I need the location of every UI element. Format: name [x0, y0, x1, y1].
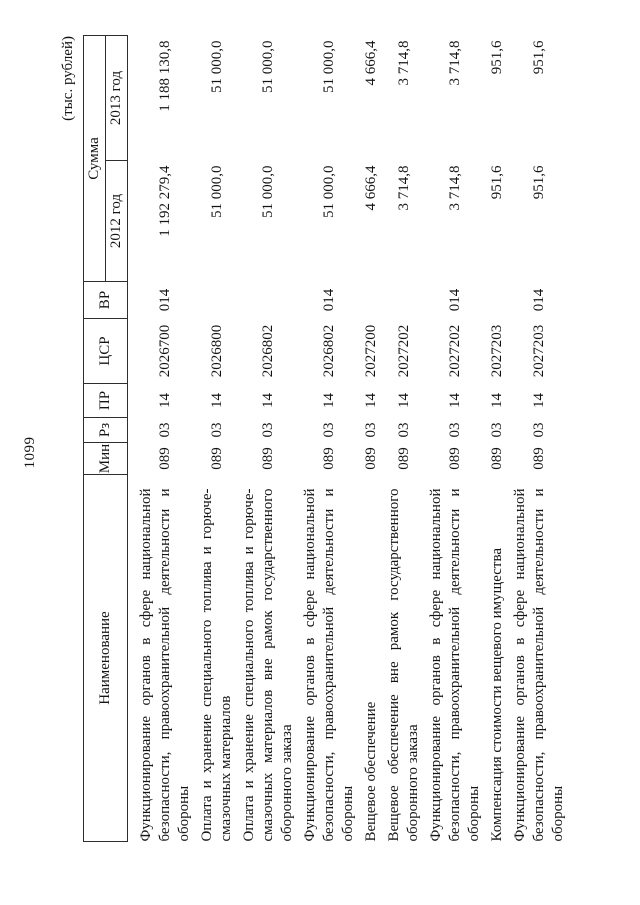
cell-csr-code: 2027203 — [489, 324, 505, 378]
cell-pr-code: 14 — [489, 393, 505, 408]
cell-rz-code: 03 — [208, 422, 225, 438]
cell-vr-code: 014 — [531, 288, 547, 312]
table-row: Оплата и хранение специального топлива и… — [194, 35, 236, 841]
page-number: 1099 — [22, 436, 38, 469]
cell-pr-code: 14 — [157, 393, 173, 408]
cell-pr-code: 14 — [260, 393, 276, 408]
cell-rz-code: 03 — [447, 422, 463, 438]
budget-table: Наименование Мин Рз ПР ЦСР ВР Сумма 2012… — [83, 35, 568, 842]
cell-amount-2012: 3 714,8 — [395, 165, 412, 211]
cell-name: Функционирование органов в сфере национа… — [138, 488, 192, 842]
cell-rz-code: 03 — [395, 422, 412, 438]
cell-min-code: 089 — [531, 447, 547, 470]
cell-amount-2013: 3 714,8 — [447, 40, 463, 86]
cell-name: Вещевое обеспечение вне рамок государств… — [386, 488, 421, 842]
col-header-vr: ВР — [83, 281, 128, 319]
cell-min-code: 089 — [395, 447, 412, 470]
cell-pr-code: 14 — [363, 393, 379, 408]
cell-amount-2013: 51 000,0 — [208, 40, 225, 93]
cell-amount-2012: 51 000,0 — [208, 165, 225, 219]
cell-name: Функционирование органов в сфере национа… — [428, 488, 482, 842]
col-header-min: Мин — [83, 442, 128, 475]
cell-rz-code: 03 — [489, 422, 505, 438]
cell-min-code: 089 — [489, 447, 505, 470]
col-header-year-2013: 2013 год — [105, 35, 128, 161]
cell-vr-code — [484, 282, 507, 319]
cell-amount-2013: 3 714,8 — [395, 40, 412, 86]
cell-name: Оплата и хранение специального топлива и… — [241, 488, 295, 842]
cell-amount-2013: 51 000,0 — [260, 40, 276, 93]
cell-pr-code: 14 — [395, 393, 412, 408]
cell-amount-2012: 51 000,0 — [321, 165, 337, 219]
col-header-csr: ЦСР — [83, 318, 128, 384]
cell-vr-code: 014 — [447, 288, 463, 312]
table-row: Оплата и хранение специального топлива и… — [236, 35, 297, 841]
cell-rz-code: 03 — [157, 422, 173, 438]
cell-csr-code: 2026802 — [321, 324, 337, 378]
cell-min-code: 089 — [447, 447, 463, 470]
table-header: Наименование Мин Рз ПР ЦСР ВР Сумма 2012… — [83, 35, 128, 842]
cell-min-code: 089 — [208, 447, 225, 470]
cell-rz-code: 03 — [531, 422, 547, 438]
table-row: Функционирование органов в сфере национа… — [128, 35, 195, 841]
table-row: Вещевое обеспечение 089 03 14 2027200 4 … — [358, 35, 381, 841]
cell-amount-2012: 1 192 279,4 — [157, 165, 173, 237]
cell-min-code: 089 — [157, 447, 173, 470]
cell-pr-code: 14 — [321, 393, 337, 408]
table-row: Функционирование органов в сфере национа… — [423, 35, 484, 841]
table-row: Функционирование органов в сфере национа… — [507, 35, 568, 841]
cell-name: Компенсация стоимости вещевого имущества — [489, 547, 505, 842]
cell-csr-code: 2027203 — [531, 324, 547, 378]
table-body: Функционирование органов в сфере национа… — [128, 35, 569, 841]
cell-amount-2012: 3 714,8 — [447, 165, 463, 211]
cell-amount-2012: 951,6 — [489, 165, 505, 200]
cell-vr-code — [358, 282, 381, 319]
cell-pr-code: 14 — [531, 393, 547, 408]
col-header-year-2012: 2012 год — [105, 160, 128, 282]
table-row: Функционирование органов в сфере национа… — [297, 35, 358, 841]
cell-vr-code — [236, 282, 297, 319]
cell-rz-code: 03 — [260, 422, 276, 438]
cell-amount-2012: 4 666,4 — [363, 165, 379, 211]
col-header-name: Наименование — [83, 474, 128, 842]
cell-min-code: 089 — [260, 447, 276, 470]
cell-amount-2012: 951,6 — [531, 165, 547, 200]
cell-pr-code: 14 — [447, 393, 463, 408]
cell-name: Функционирование органов в сфере национа… — [302, 488, 356, 842]
col-header-pr: ПР — [83, 383, 128, 418]
cell-csr-code: 2027202 — [395, 324, 412, 378]
cell-rz-code: 03 — [363, 422, 379, 438]
cell-name: Вещевое обеспечение — [363, 701, 379, 842]
cell-pr-code: 14 — [208, 393, 225, 408]
cell-name: Оплата и хранение специального топлива и… — [199, 488, 234, 842]
cell-min-code: 089 — [321, 447, 337, 470]
cell-amount-2012: 51 000,0 — [260, 165, 276, 219]
cell-amount-2013: 51 000,0 — [321, 40, 337, 93]
table-row: Компенсация стоимости вещевого имущества… — [484, 35, 507, 841]
cell-vr-code: 014 — [157, 288, 173, 312]
cell-amount-2013: 4 666,4 — [363, 40, 379, 86]
cell-amount-2013: 951,6 — [531, 40, 547, 75]
cell-name: Функционирование органов в сфере национа… — [512, 488, 566, 842]
cell-vr-code — [194, 282, 236, 319]
cell-vr-code: 014 — [321, 288, 337, 312]
cell-amount-2013: 951,6 — [489, 40, 505, 75]
cell-csr-code: 2026802 — [260, 324, 276, 378]
units-note: (тыс. рублей) — [60, 36, 76, 121]
table-row: Вещевое обеспечение вне рамок государств… — [381, 35, 423, 841]
col-header-rz: Рз — [83, 417, 128, 443]
cell-amount-2013: 1 188 130,8 — [157, 40, 173, 112]
cell-csr-code: 2026700 — [157, 324, 173, 378]
cell-csr-code: 2027202 — [447, 324, 463, 378]
cell-csr-code: 2026800 — [208, 324, 225, 378]
col-header-sum: Сумма — [83, 35, 106, 282]
cell-vr-code — [381, 282, 423, 319]
cell-rz-code: 03 — [321, 422, 337, 438]
cell-csr-code: 2027200 — [363, 324, 379, 378]
cell-min-code: 089 — [363, 447, 379, 470]
